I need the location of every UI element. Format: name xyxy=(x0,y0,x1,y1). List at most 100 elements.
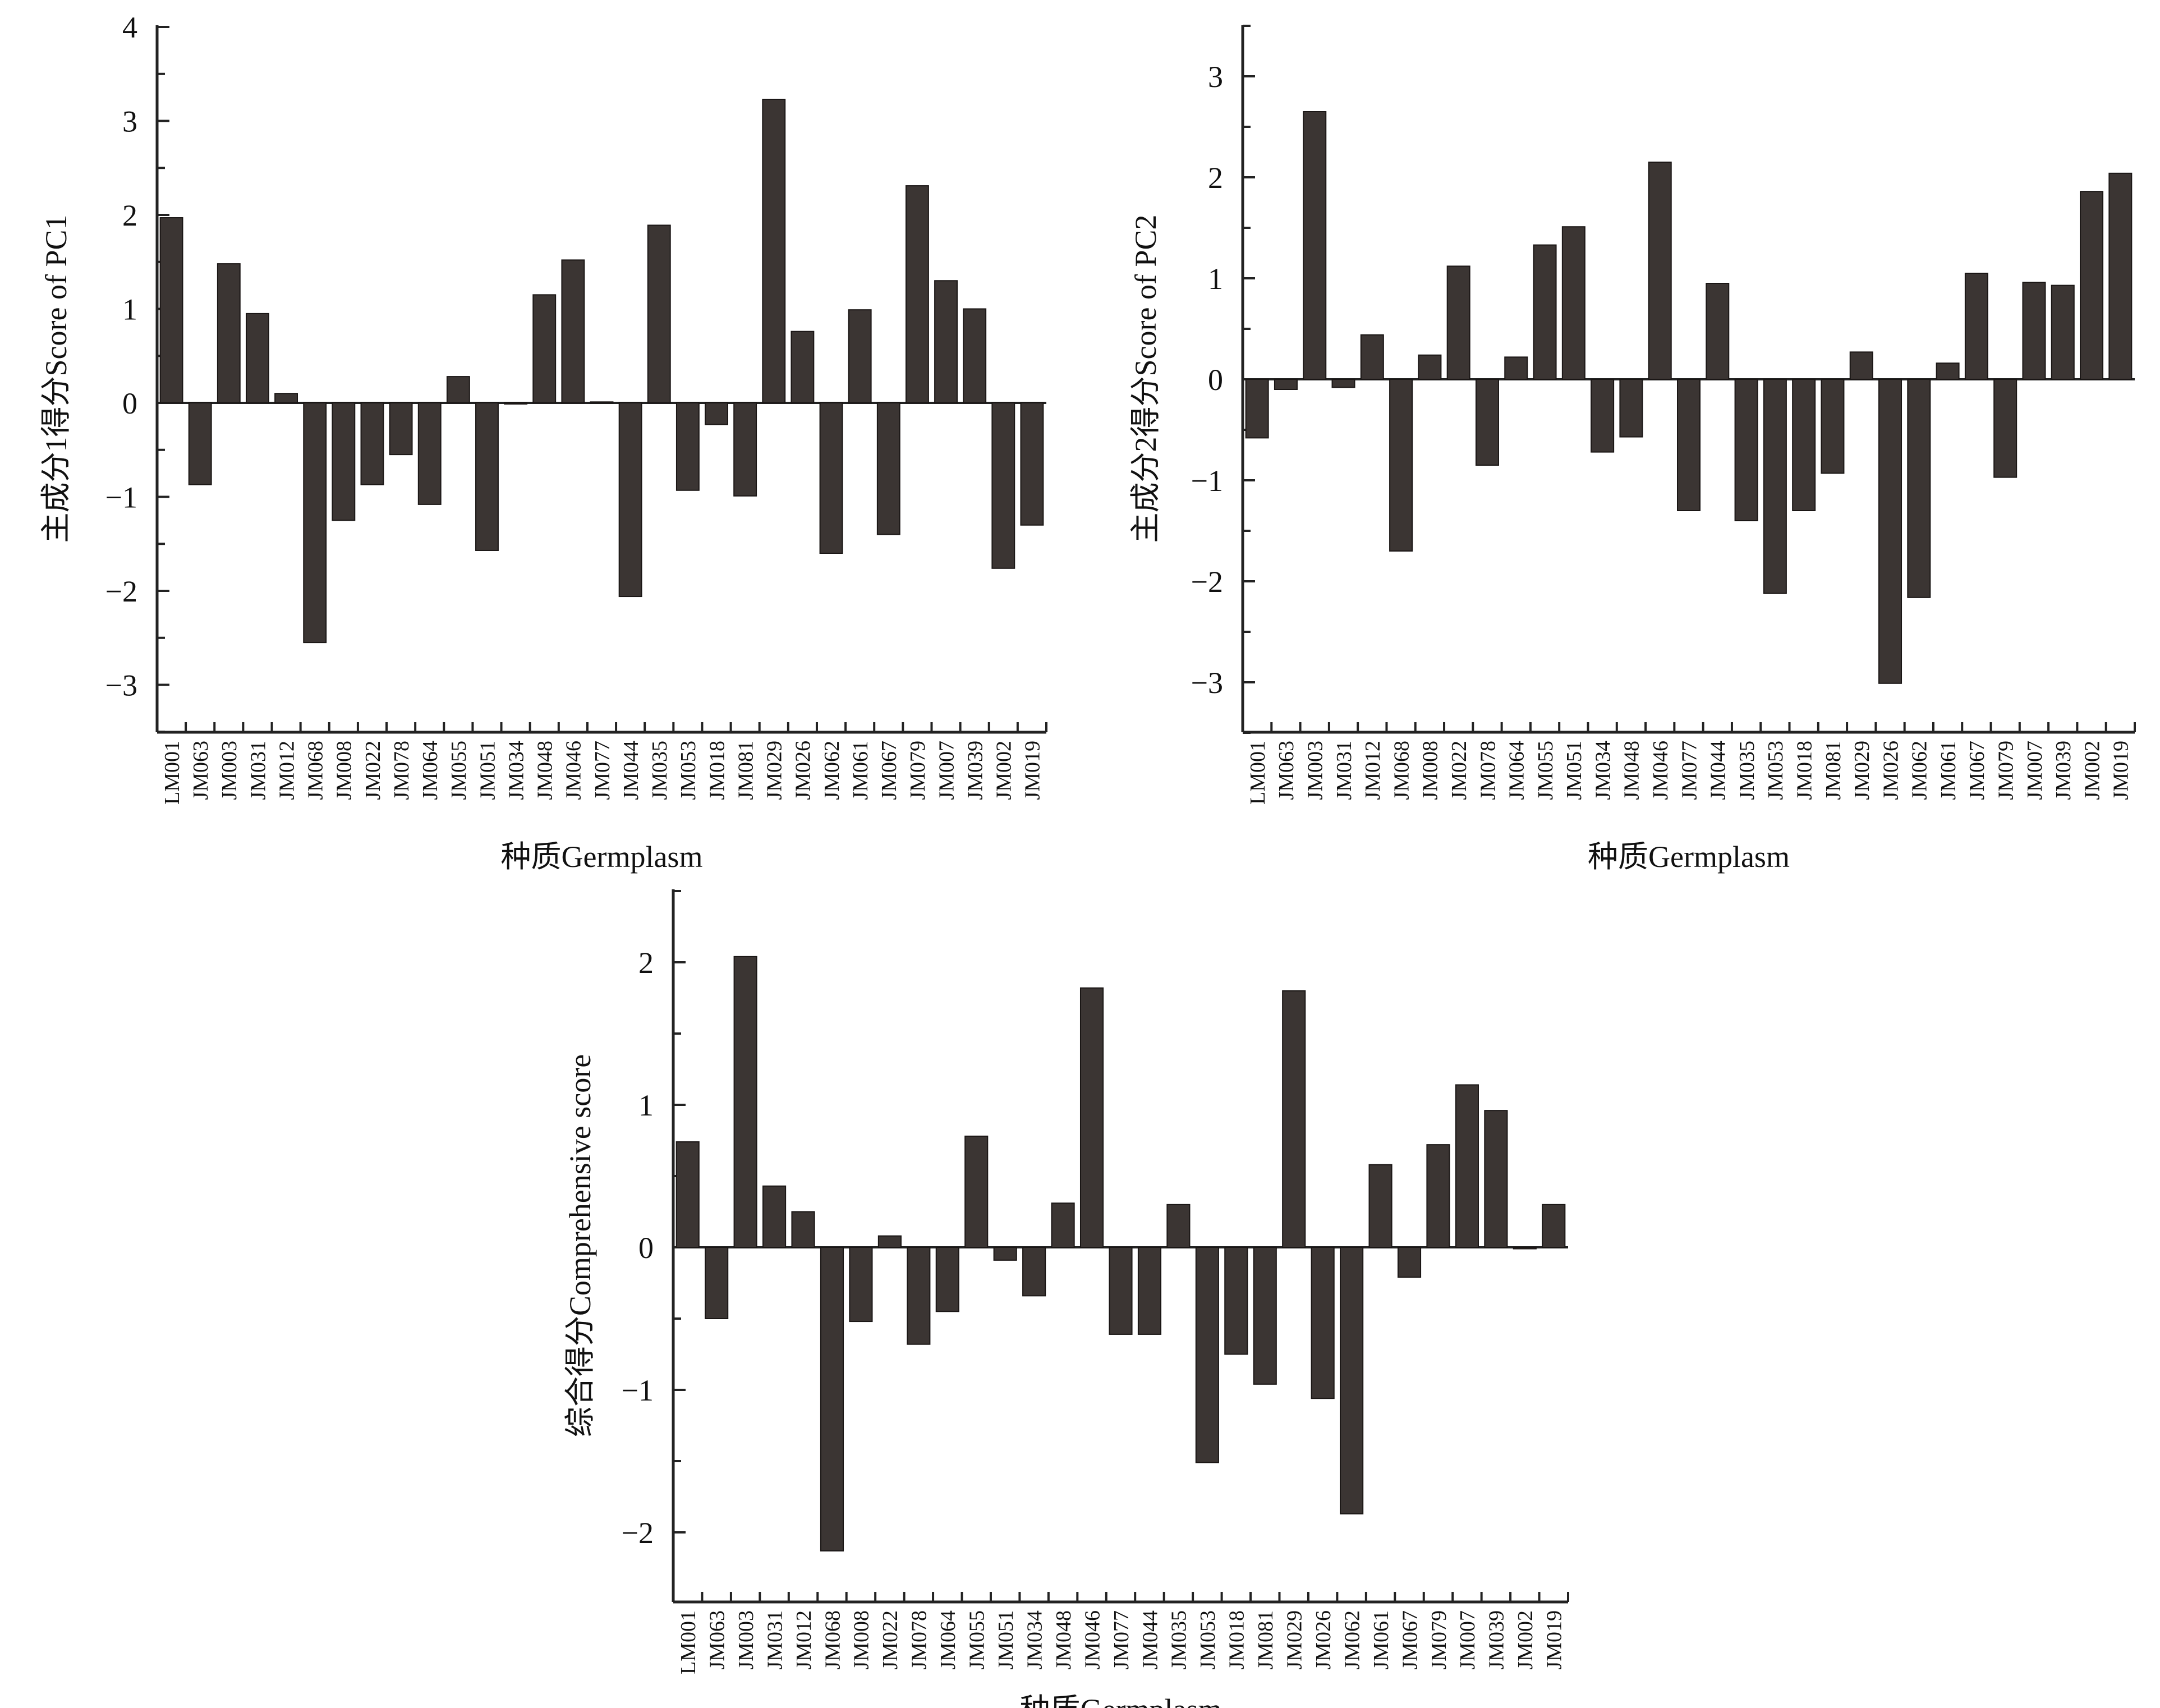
y-tick-label: −3 xyxy=(105,668,137,702)
bar-JM046 xyxy=(1648,162,1672,380)
bar-JM002 xyxy=(2080,191,2104,380)
bar-JM061 xyxy=(1368,1164,1392,1248)
bar-JM029 xyxy=(1282,990,1306,1248)
bar-JM062 xyxy=(1340,1247,1364,1514)
bar-JM078 xyxy=(1475,379,1499,466)
x-axis-title: 种质Germplasm xyxy=(1588,840,1790,874)
category-label: JM008 xyxy=(850,1610,874,1670)
category-label: JM068 xyxy=(821,1610,844,1670)
category-label: JM035 xyxy=(1168,1610,1191,1670)
category-label: JM035 xyxy=(648,741,672,800)
category-label: JM039 xyxy=(963,741,987,800)
bar-JM078 xyxy=(389,402,413,456)
bar-JM039 xyxy=(963,308,987,403)
category-label: JM061 xyxy=(1369,1610,1393,1670)
category-label: JM026 xyxy=(1879,741,1902,800)
bar-JM035 xyxy=(1734,379,1758,521)
category-label: JM053 xyxy=(1196,1610,1220,1670)
bar-JM055 xyxy=(446,376,470,403)
category-label: JM046 xyxy=(1649,741,1672,800)
bar-JM019 xyxy=(2108,172,2133,380)
category-label: JM067 xyxy=(877,741,901,800)
y-tick-label: 4 xyxy=(122,11,137,44)
bar-JM077 xyxy=(590,401,614,404)
bar-JM022 xyxy=(877,1235,902,1248)
category-label: JM053 xyxy=(677,741,700,800)
category-label: JM003 xyxy=(218,741,241,800)
category-label: JM031 xyxy=(1332,741,1356,800)
bar-JM061 xyxy=(1936,362,1960,380)
category-label: JM046 xyxy=(1081,1610,1104,1670)
y-tick-label: −2 xyxy=(105,575,137,608)
bar-JM051 xyxy=(475,402,499,551)
bar-JM012 xyxy=(791,1211,815,1248)
category-label: JM062 xyxy=(1908,741,1932,800)
category-label: JM081 xyxy=(1254,1610,1277,1670)
y-tick-label: −3 xyxy=(1191,666,1223,700)
bar-JM003 xyxy=(1303,111,1327,380)
y-tick-label: 0 xyxy=(1208,363,1223,397)
bar-JM081 xyxy=(1821,379,1845,474)
bar-JM067 xyxy=(1397,1247,1422,1278)
category-label: JM079 xyxy=(1427,1610,1451,1670)
category-label: JM055 xyxy=(1534,741,1557,800)
bar-JM077 xyxy=(1676,379,1701,511)
category-label: JM007 xyxy=(2023,741,2047,800)
category-label: JM034 xyxy=(1591,741,1615,800)
y-tick-label: 0 xyxy=(638,1231,654,1265)
category-label: JM007 xyxy=(1456,1610,1479,1670)
bar-JM051 xyxy=(993,1247,1017,1261)
category-label: JM012 xyxy=(1361,741,1385,800)
category-label: JM067 xyxy=(1965,741,1989,800)
bar-JM068 xyxy=(820,1247,844,1552)
category-label: JM048 xyxy=(1052,1610,1076,1670)
category-label: JM018 xyxy=(705,741,729,800)
category-label: JM055 xyxy=(966,1610,989,1670)
category-label: JM022 xyxy=(879,1610,902,1670)
bar-JM031 xyxy=(246,313,269,403)
bar-JM034 xyxy=(1022,1247,1046,1297)
bar-JM055 xyxy=(1533,244,1557,380)
category-label: JM081 xyxy=(1822,741,1845,800)
bar-JM018 xyxy=(705,402,728,425)
category-label: JM044 xyxy=(619,741,643,800)
category-label: JM046 xyxy=(562,741,586,800)
bar-JM067 xyxy=(1964,273,1988,380)
bar-JM002 xyxy=(1513,1247,1537,1250)
x-axis-title: 种质Germplasm xyxy=(1020,1693,1222,1708)
category-label: JM007 xyxy=(935,741,958,800)
bar-JM063 xyxy=(705,1247,729,1319)
category-label: JM061 xyxy=(849,741,872,800)
category-label: JM012 xyxy=(275,741,298,800)
category-label: JM019 xyxy=(1021,741,1045,800)
bar-JM079 xyxy=(905,185,929,403)
bar-JM077 xyxy=(1109,1247,1133,1335)
bar-JM007 xyxy=(1455,1084,1479,1248)
y-tick-label: 3 xyxy=(122,104,137,138)
category-label: JM029 xyxy=(1850,741,1874,800)
y-axis-title: 综合得分Comprehensive score xyxy=(563,1054,597,1437)
category-label: JM067 xyxy=(1398,1610,1422,1670)
category-label: JM019 xyxy=(1543,1610,1566,1670)
x-axis-title: 种质Germplasm xyxy=(501,840,703,874)
category-label: JM022 xyxy=(1447,741,1471,800)
category-label: JM035 xyxy=(1735,741,1759,800)
category-label: JM063 xyxy=(705,1610,729,1670)
bar-JM044 xyxy=(618,402,642,598)
bar-JM029 xyxy=(762,98,786,404)
category-label: JM031 xyxy=(763,1610,787,1670)
bar-JM044 xyxy=(1137,1247,1162,1335)
category-label: JM026 xyxy=(1312,1610,1335,1670)
bar-JM048 xyxy=(1619,379,1643,438)
y-tick-label: −1 xyxy=(1191,464,1223,498)
y-tick-label: 1 xyxy=(1208,262,1223,296)
category-label: JM008 xyxy=(1419,741,1442,800)
bar-JM078 xyxy=(907,1247,931,1345)
bar-JM068 xyxy=(303,402,327,644)
bar-JM062 xyxy=(819,402,843,554)
y-tick-label: −2 xyxy=(622,1516,654,1550)
bar-JM046 xyxy=(1079,987,1104,1248)
bar-JM035 xyxy=(1166,1204,1191,1248)
